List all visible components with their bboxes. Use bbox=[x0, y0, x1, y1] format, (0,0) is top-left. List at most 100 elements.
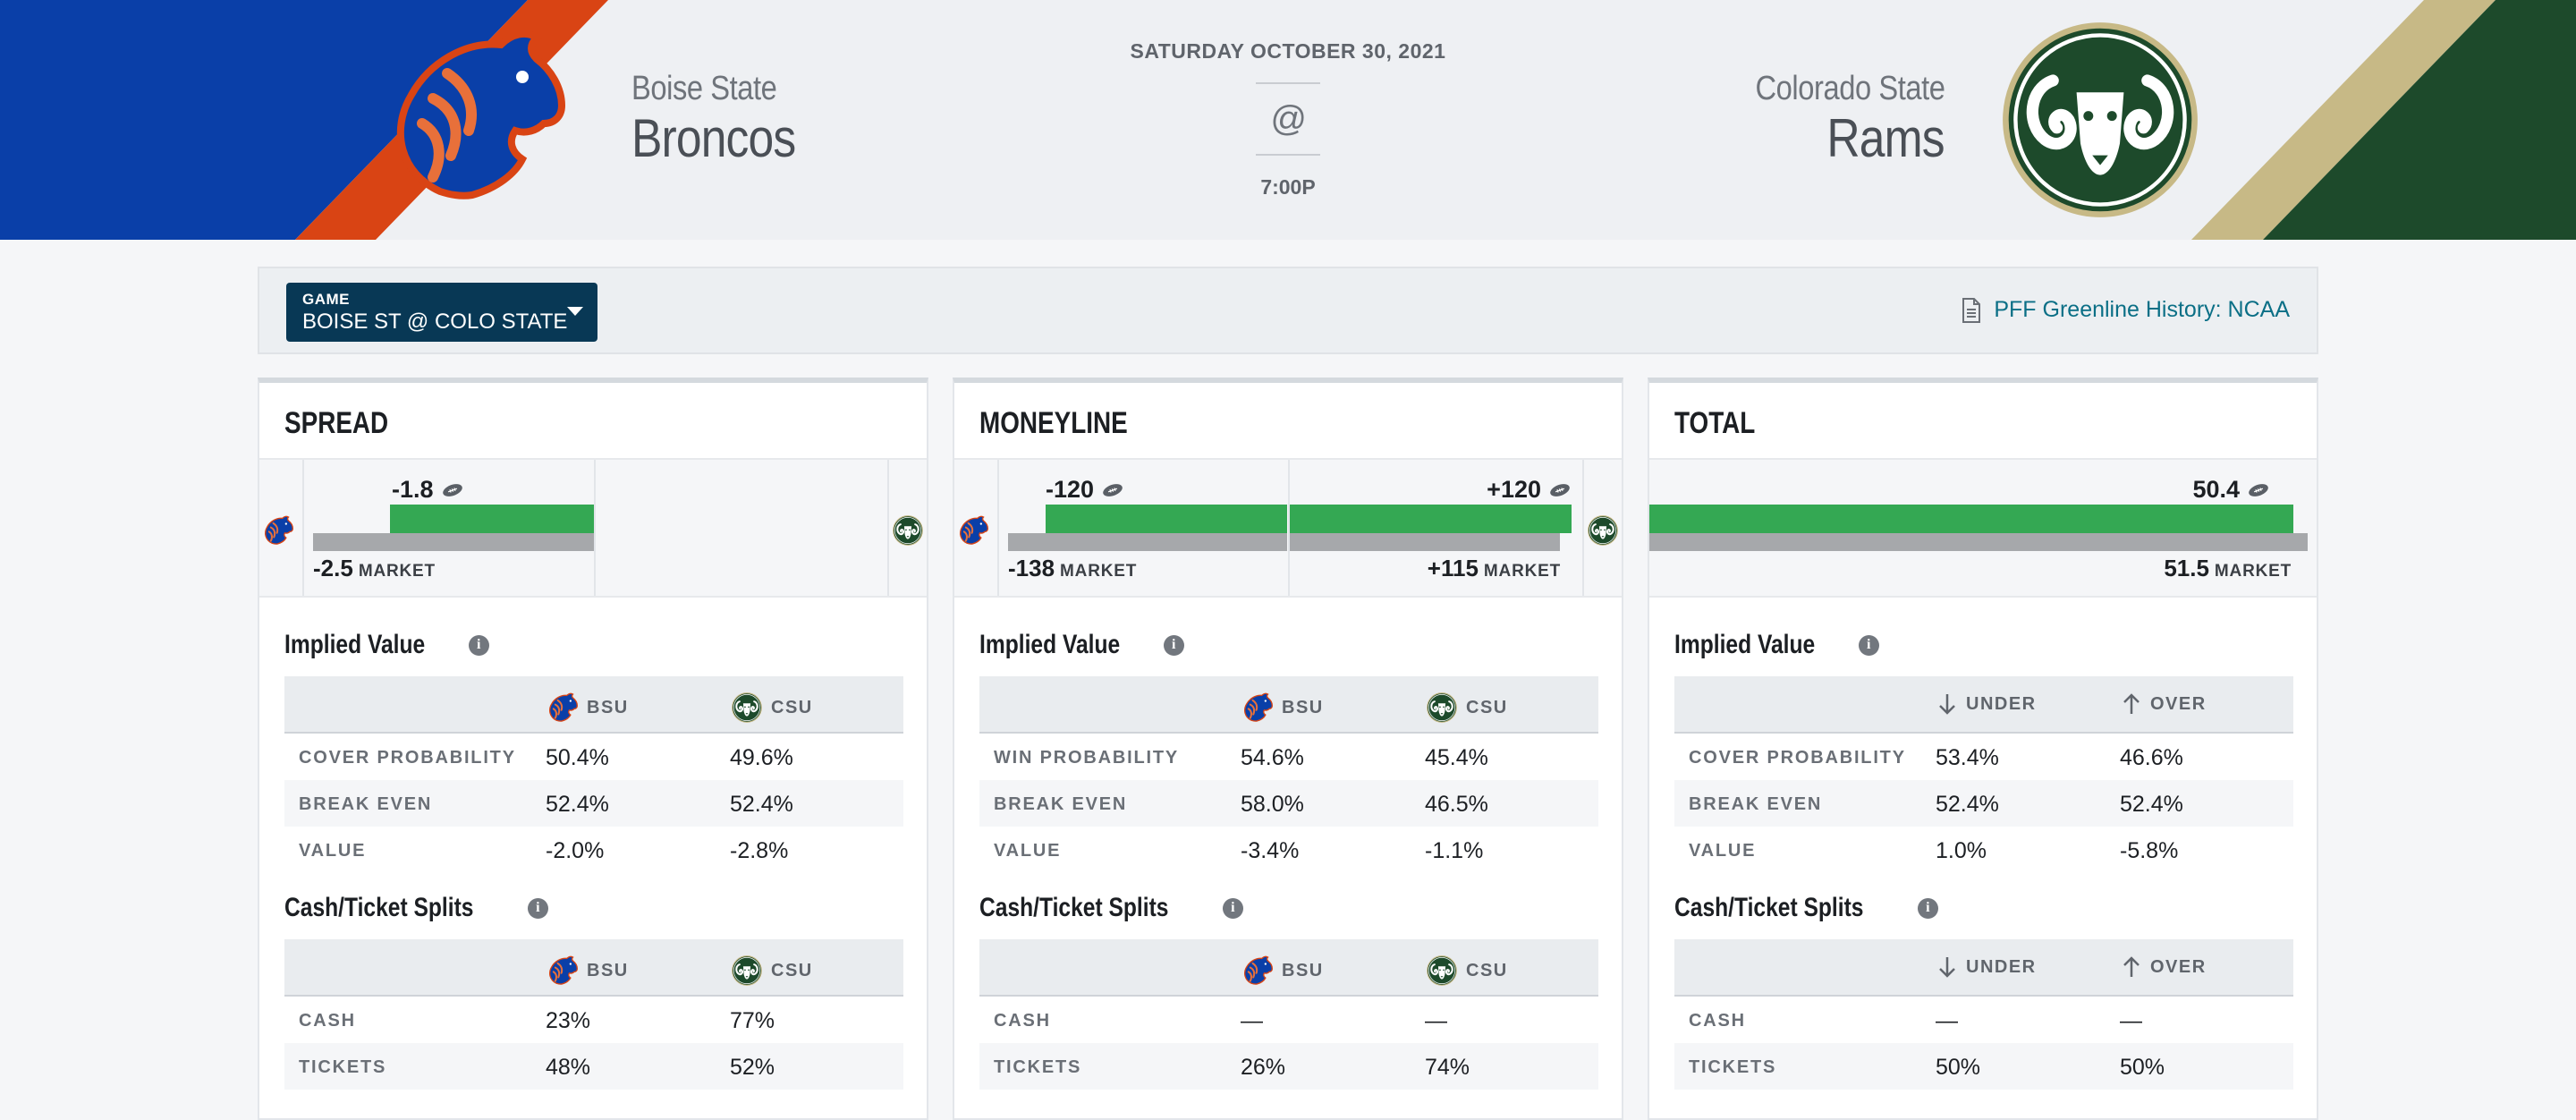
game-select-value: BOISE ST @ COLO STATE bbox=[302, 310, 568, 334]
row-label: VALUE bbox=[299, 841, 367, 861]
home-team-color-band bbox=[2191, 0, 2576, 240]
arrow-down-icon bbox=[1939, 957, 1955, 978]
home-team-name: Rams bbox=[1826, 108, 1945, 168]
info-icon[interactable]: i bbox=[468, 634, 489, 656]
row-label: CASH bbox=[1689, 1011, 1746, 1031]
cell-over: -5.8% bbox=[2120, 838, 2179, 863]
col-header-over: OVER bbox=[2122, 692, 2207, 716]
table-row: VALUE -3.4% -1.1% bbox=[979, 827, 1598, 873]
cell-under: 1.0% bbox=[1936, 838, 1987, 863]
cell-bsu: — bbox=[1241, 1008, 1263, 1033]
moneyline-splits-table: BSU CSU CASH — — TICKETS 26% 74% bbox=[979, 939, 1598, 1090]
total-implied-table: UNDER OVER COVER PROBABILITY 53.4% 46.6%… bbox=[1674, 676, 2293, 873]
bsu-logo-icon bbox=[263, 515, 293, 546]
info-icon[interactable]: i bbox=[1163, 634, 1184, 656]
table-row: TICKETS 48% 52% bbox=[284, 1043, 903, 1090]
info-icon[interactable]: i bbox=[1858, 634, 1879, 656]
row-label: CASH bbox=[299, 1011, 356, 1031]
table-row: TICKETS 50% 50% bbox=[1674, 1043, 2293, 1090]
table-row: VALUE 1.0% -5.8% bbox=[1674, 827, 2293, 873]
splits-label: Cash/Ticket Splits bbox=[284, 893, 474, 922]
market-moneyline-csu-number: +115 bbox=[1427, 555, 1479, 581]
cell-over: 46.6% bbox=[2120, 745, 2183, 770]
table-row: BREAK EVEN 58.0% 46.5% bbox=[979, 780, 1598, 827]
market-moneyline-bsu-number: -138 bbox=[1008, 555, 1055, 581]
market-label: MARKET bbox=[1060, 562, 1138, 581]
table-row: COVER PROBABILITY 50.4% 49.6% bbox=[284, 734, 903, 780]
bsu-logo-icon bbox=[1242, 692, 1273, 723]
col-label: OVER bbox=[2150, 693, 2207, 714]
market-label: MARKET bbox=[2214, 562, 2292, 581]
bsu-logo-icon bbox=[958, 515, 988, 546]
pff-total-bar bbox=[1649, 505, 2293, 533]
col-header-csu: CSU bbox=[732, 692, 813, 723]
col-header-over: OVER bbox=[2122, 955, 2207, 979]
spread-title: SPREAD bbox=[284, 406, 389, 440]
broncos-logo bbox=[369, 27, 583, 206]
table-row: CASH — — bbox=[979, 997, 1598, 1043]
table-header: UNDER OVER bbox=[1674, 939, 2293, 997]
game-select-dropdown[interactable]: GAME BOISE ST @ COLO STATE bbox=[286, 283, 597, 342]
col-label: OVER bbox=[2150, 956, 2207, 977]
pff-moneyline-bsu-number: -120 bbox=[1046, 476, 1095, 503]
info-icon[interactable]: i bbox=[1222, 897, 1243, 919]
greenline-history-label: PFF Greenline History: NCAA bbox=[1994, 297, 2290, 322]
table-header: BSU CSU bbox=[979, 939, 1598, 997]
document-icon bbox=[1962, 297, 1981, 323]
row-label: COVER PROBABILITY bbox=[1689, 748, 1906, 768]
col-label: BSU bbox=[1282, 960, 1324, 980]
cell-csu: 77% bbox=[730, 1008, 775, 1033]
market-total-bar bbox=[1649, 533, 2308, 551]
greenline-history-link[interactable]: PFF Greenline History: NCAA bbox=[1962, 297, 2290, 323]
csu-logo-icon bbox=[1427, 955, 1457, 986]
row-label: BREAK EVEN bbox=[994, 794, 1128, 814]
arrow-up-icon bbox=[2123, 693, 2140, 714]
implied-value-label: Implied Value bbox=[979, 630, 1121, 659]
col-header-csu: CSU bbox=[732, 955, 813, 986]
pff-total-value: 50.4 bbox=[2192, 476, 2270, 504]
market-total-value: 51.5 MARKET bbox=[2164, 555, 2292, 582]
total-splits-table: UNDER OVER CASH — — TICKETS 50% 50% bbox=[1674, 939, 2293, 1090]
col-label: BSU bbox=[1282, 697, 1324, 717]
pff-football-icon bbox=[441, 482, 464, 498]
cell-under: — bbox=[1936, 1008, 1958, 1033]
cell-over: 50% bbox=[2120, 1055, 2165, 1080]
table-row: TICKETS 26% 74% bbox=[979, 1043, 1598, 1090]
col-header-under: UNDER bbox=[1937, 692, 2037, 716]
bsu-logo-icon bbox=[1242, 955, 1273, 986]
cell-bsu: 52.4% bbox=[546, 792, 609, 817]
arrow-down-icon bbox=[1939, 694, 1955, 715]
moneyline-implied-table: BSU CSU WIN PROBABILITY 54.6% 45.4% BREA… bbox=[979, 676, 1598, 873]
col-header-bsu: BSU bbox=[547, 955, 629, 986]
info-icon[interactable]: i bbox=[1917, 897, 1938, 919]
market-total-number: 51.5 bbox=[2164, 555, 2209, 581]
info-icon[interactable]: i bbox=[527, 897, 548, 919]
spread-line-panel: -1.8 -2.5 MARKET bbox=[259, 458, 927, 598]
cell-csu: 52.4% bbox=[730, 792, 793, 817]
market-label: MARKET bbox=[1483, 562, 1561, 581]
implied-value-title: Implied Value i bbox=[284, 630, 489, 660]
implied-value-title: Implied Value i bbox=[1674, 630, 1879, 660]
col-header-csu: CSU bbox=[1427, 692, 1508, 723]
csu-logo-icon bbox=[732, 692, 762, 723]
csu-logo-icon bbox=[732, 955, 762, 986]
table-row: VALUE -2.0% -2.8% bbox=[284, 827, 903, 873]
divider bbox=[1288, 460, 1290, 596]
pff-spread-bar bbox=[390, 505, 594, 533]
moneyline-title: MONEYLINE bbox=[979, 406, 1128, 440]
arrow-up-icon bbox=[2123, 956, 2140, 977]
pff-moneyline-bsu: -120 bbox=[1046, 476, 1124, 504]
implied-value-label: Implied Value bbox=[284, 630, 426, 659]
moneyline-card: MONEYLINE -120 +120 -138 MARKET +115 MARKE… bbox=[953, 378, 1623, 1120]
col-label: CSU bbox=[771, 960, 813, 980]
divider bbox=[997, 460, 999, 596]
cell-csu: -2.8% bbox=[730, 838, 789, 863]
cell-csu: 52% bbox=[730, 1055, 775, 1080]
col-header-bsu: BSU bbox=[1242, 955, 1324, 986]
game-header: Boise State Broncos Colorado State Rams … bbox=[0, 0, 2576, 240]
cell-csu: 46.5% bbox=[1425, 792, 1488, 817]
table-header: BSU CSU bbox=[979, 676, 1598, 734]
pff-moneyline-csu-number: +120 bbox=[1487, 476, 1541, 503]
col-label: CSU bbox=[1466, 960, 1508, 980]
row-label: VALUE bbox=[1689, 841, 1757, 861]
